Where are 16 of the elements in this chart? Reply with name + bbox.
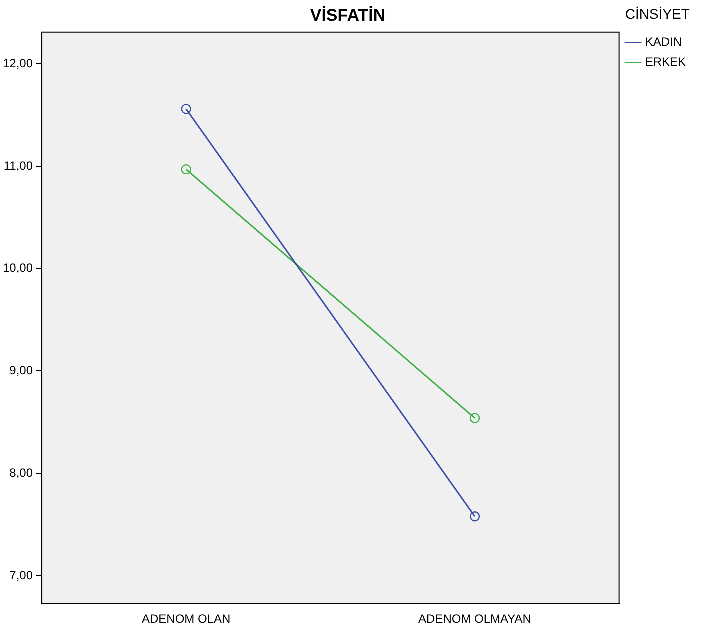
y-tick-label: 11,00 — [4, 158, 34, 173]
legend-title: CİNSİYET — [625, 6, 690, 22]
x-tick-label: ADENOM OLMAYAN — [418, 612, 532, 626]
point — [470, 413, 480, 424]
point — [181, 164, 192, 175]
point — [181, 104, 192, 114]
y-tick-label: 7,00 — [10, 568, 34, 582]
y-tick-label: 12,00 — [3, 56, 34, 70]
legend-label: KADIN — [645, 35, 682, 50]
x-tick-label: ADENOM OLAN — [142, 612, 231, 626]
y-tick-label: 8,00 — [10, 466, 34, 480]
legend-label: ERKEK — [645, 55, 686, 70]
point — [470, 511, 480, 522]
y-tick-label: 10,00 — [3, 261, 34, 276]
y-tick-label: 9,00 — [10, 364, 34, 378]
chart-title: VİSFATİN — [310, 6, 386, 25]
